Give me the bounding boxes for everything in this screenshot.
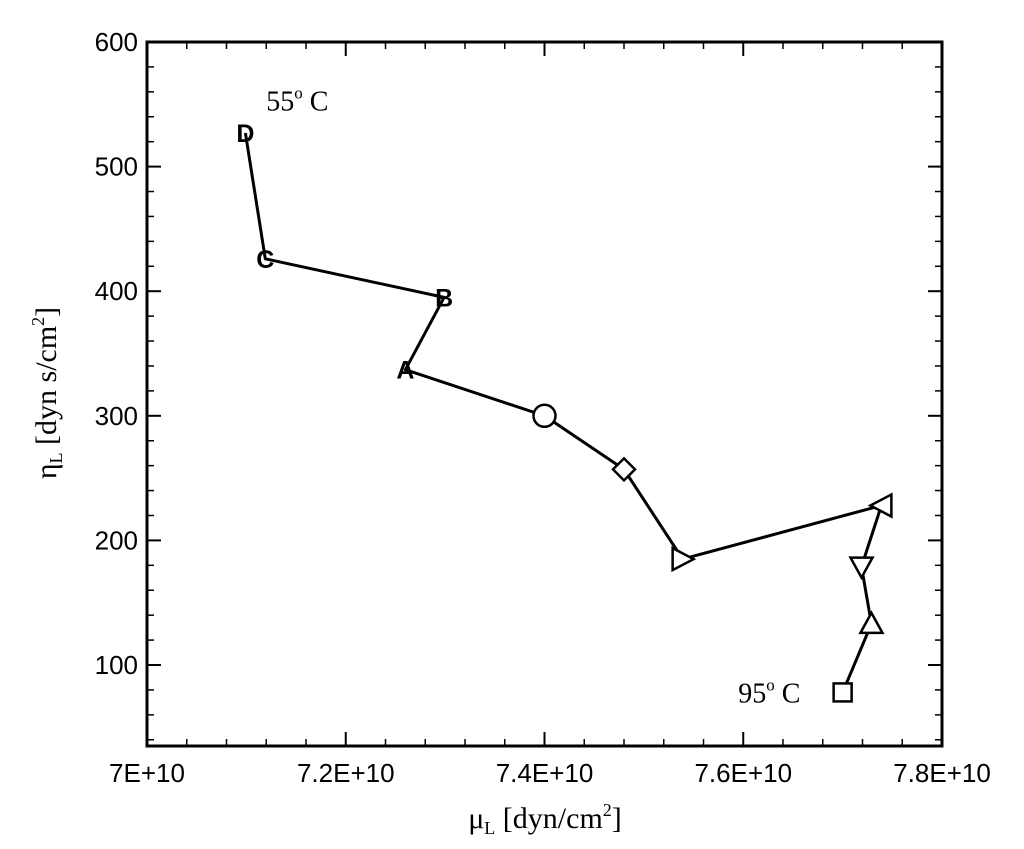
y-tick-label: 600 [95,27,138,57]
triangle-up-marker [858,610,885,635]
x-axis-title: μL [dyn/cm2] [468,800,622,838]
temperature-annotation: 95o C [738,675,800,709]
tick-labels: 7E+10 7.2E+10 7.4E+10 7.6E+10 7.8E+10 100 200 3… [95,27,991,788]
square-marker [832,682,853,703]
y-tick-label: 500 [95,152,138,182]
temperature-annotation: 55o C [266,84,328,118]
point-label-A: A [396,357,414,385]
series-layer: D C B A [236,120,893,703]
x-tick-label: 7.2E+10 [297,758,395,788]
axis-ticks [146,41,943,746]
series-line [243,132,883,693]
x-tick-label: 7E+10 [109,758,185,788]
circle-marker [532,403,557,429]
y-tick-label: 100 [95,650,138,680]
diamond-marker [611,456,637,483]
annotations: 55o C 95o C [266,84,800,710]
x-tick-label: 7.8E+10 [893,758,991,788]
point-label-C: C [256,246,274,274]
triangle-left-marker [867,492,893,519]
y-axis-title: ηL [dyn s/cm2] [28,307,66,479]
plot-frame [145,40,944,748]
x-tick-label: 7.6E+10 [694,758,792,788]
triangle-down-marker [848,556,875,581]
triangle-right-marker [671,546,697,573]
point-label-B: B [435,284,453,312]
y-tick-label: 200 [95,525,138,555]
y-tick-label: 300 [95,401,138,431]
x-tick-label: 7.4E+10 [496,758,594,788]
y-tick-label: 400 [95,276,138,306]
point-label-D: D [236,120,254,148]
